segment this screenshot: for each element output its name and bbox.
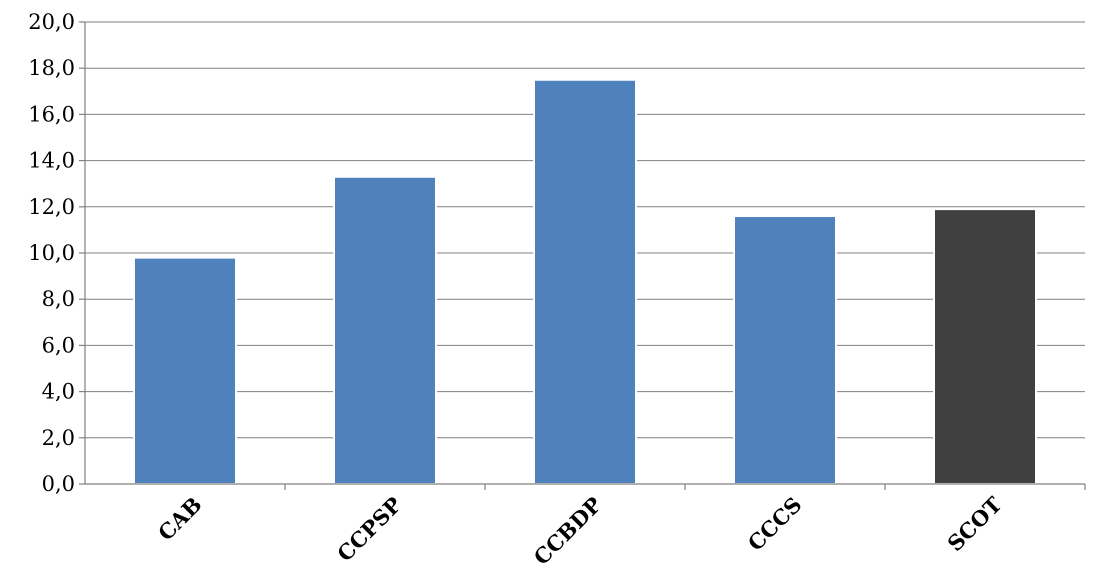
y-tick-label: 14,0 xyxy=(28,149,75,173)
x-category-label: CCPSP xyxy=(332,492,407,567)
x-category-label: SCOT xyxy=(942,492,1006,556)
y-tick-label: 4,0 xyxy=(42,380,75,404)
bars xyxy=(133,78,1037,486)
x-category-label: CCBDP xyxy=(529,492,607,570)
x-category-label: CCCS xyxy=(743,492,807,556)
x-category-label: CAB xyxy=(153,492,207,546)
bar-ccpsp xyxy=(333,175,437,486)
y-tick-label: 6,0 xyxy=(42,333,75,357)
y-tick-label: 8,0 xyxy=(42,287,75,311)
y-tick-labels: 0,0 2,0 4,0 6,0 8,0 10,0 12,0 14,0 16,0 18,0 20,0 xyxy=(28,10,75,496)
y-tick-label: 2,0 xyxy=(42,426,75,450)
y-tick-label: 0,0 xyxy=(42,472,75,496)
bar-cab xyxy=(133,256,237,485)
bar-ccbdp xyxy=(533,78,637,485)
axes xyxy=(84,22,1085,485)
y-tick-label: 12,0 xyxy=(28,195,75,219)
x-category-labels: CAB CCPSP CCBDP CCCS SCOT xyxy=(153,492,1007,570)
y-tick-label: 20,0 xyxy=(28,10,75,34)
y-tick-label: 16,0 xyxy=(28,102,75,126)
bar-cccs xyxy=(733,215,837,485)
bar-scot xyxy=(933,208,1037,486)
y-tick-label: 10,0 xyxy=(28,241,75,265)
y-tick-label: 18,0 xyxy=(28,56,75,80)
